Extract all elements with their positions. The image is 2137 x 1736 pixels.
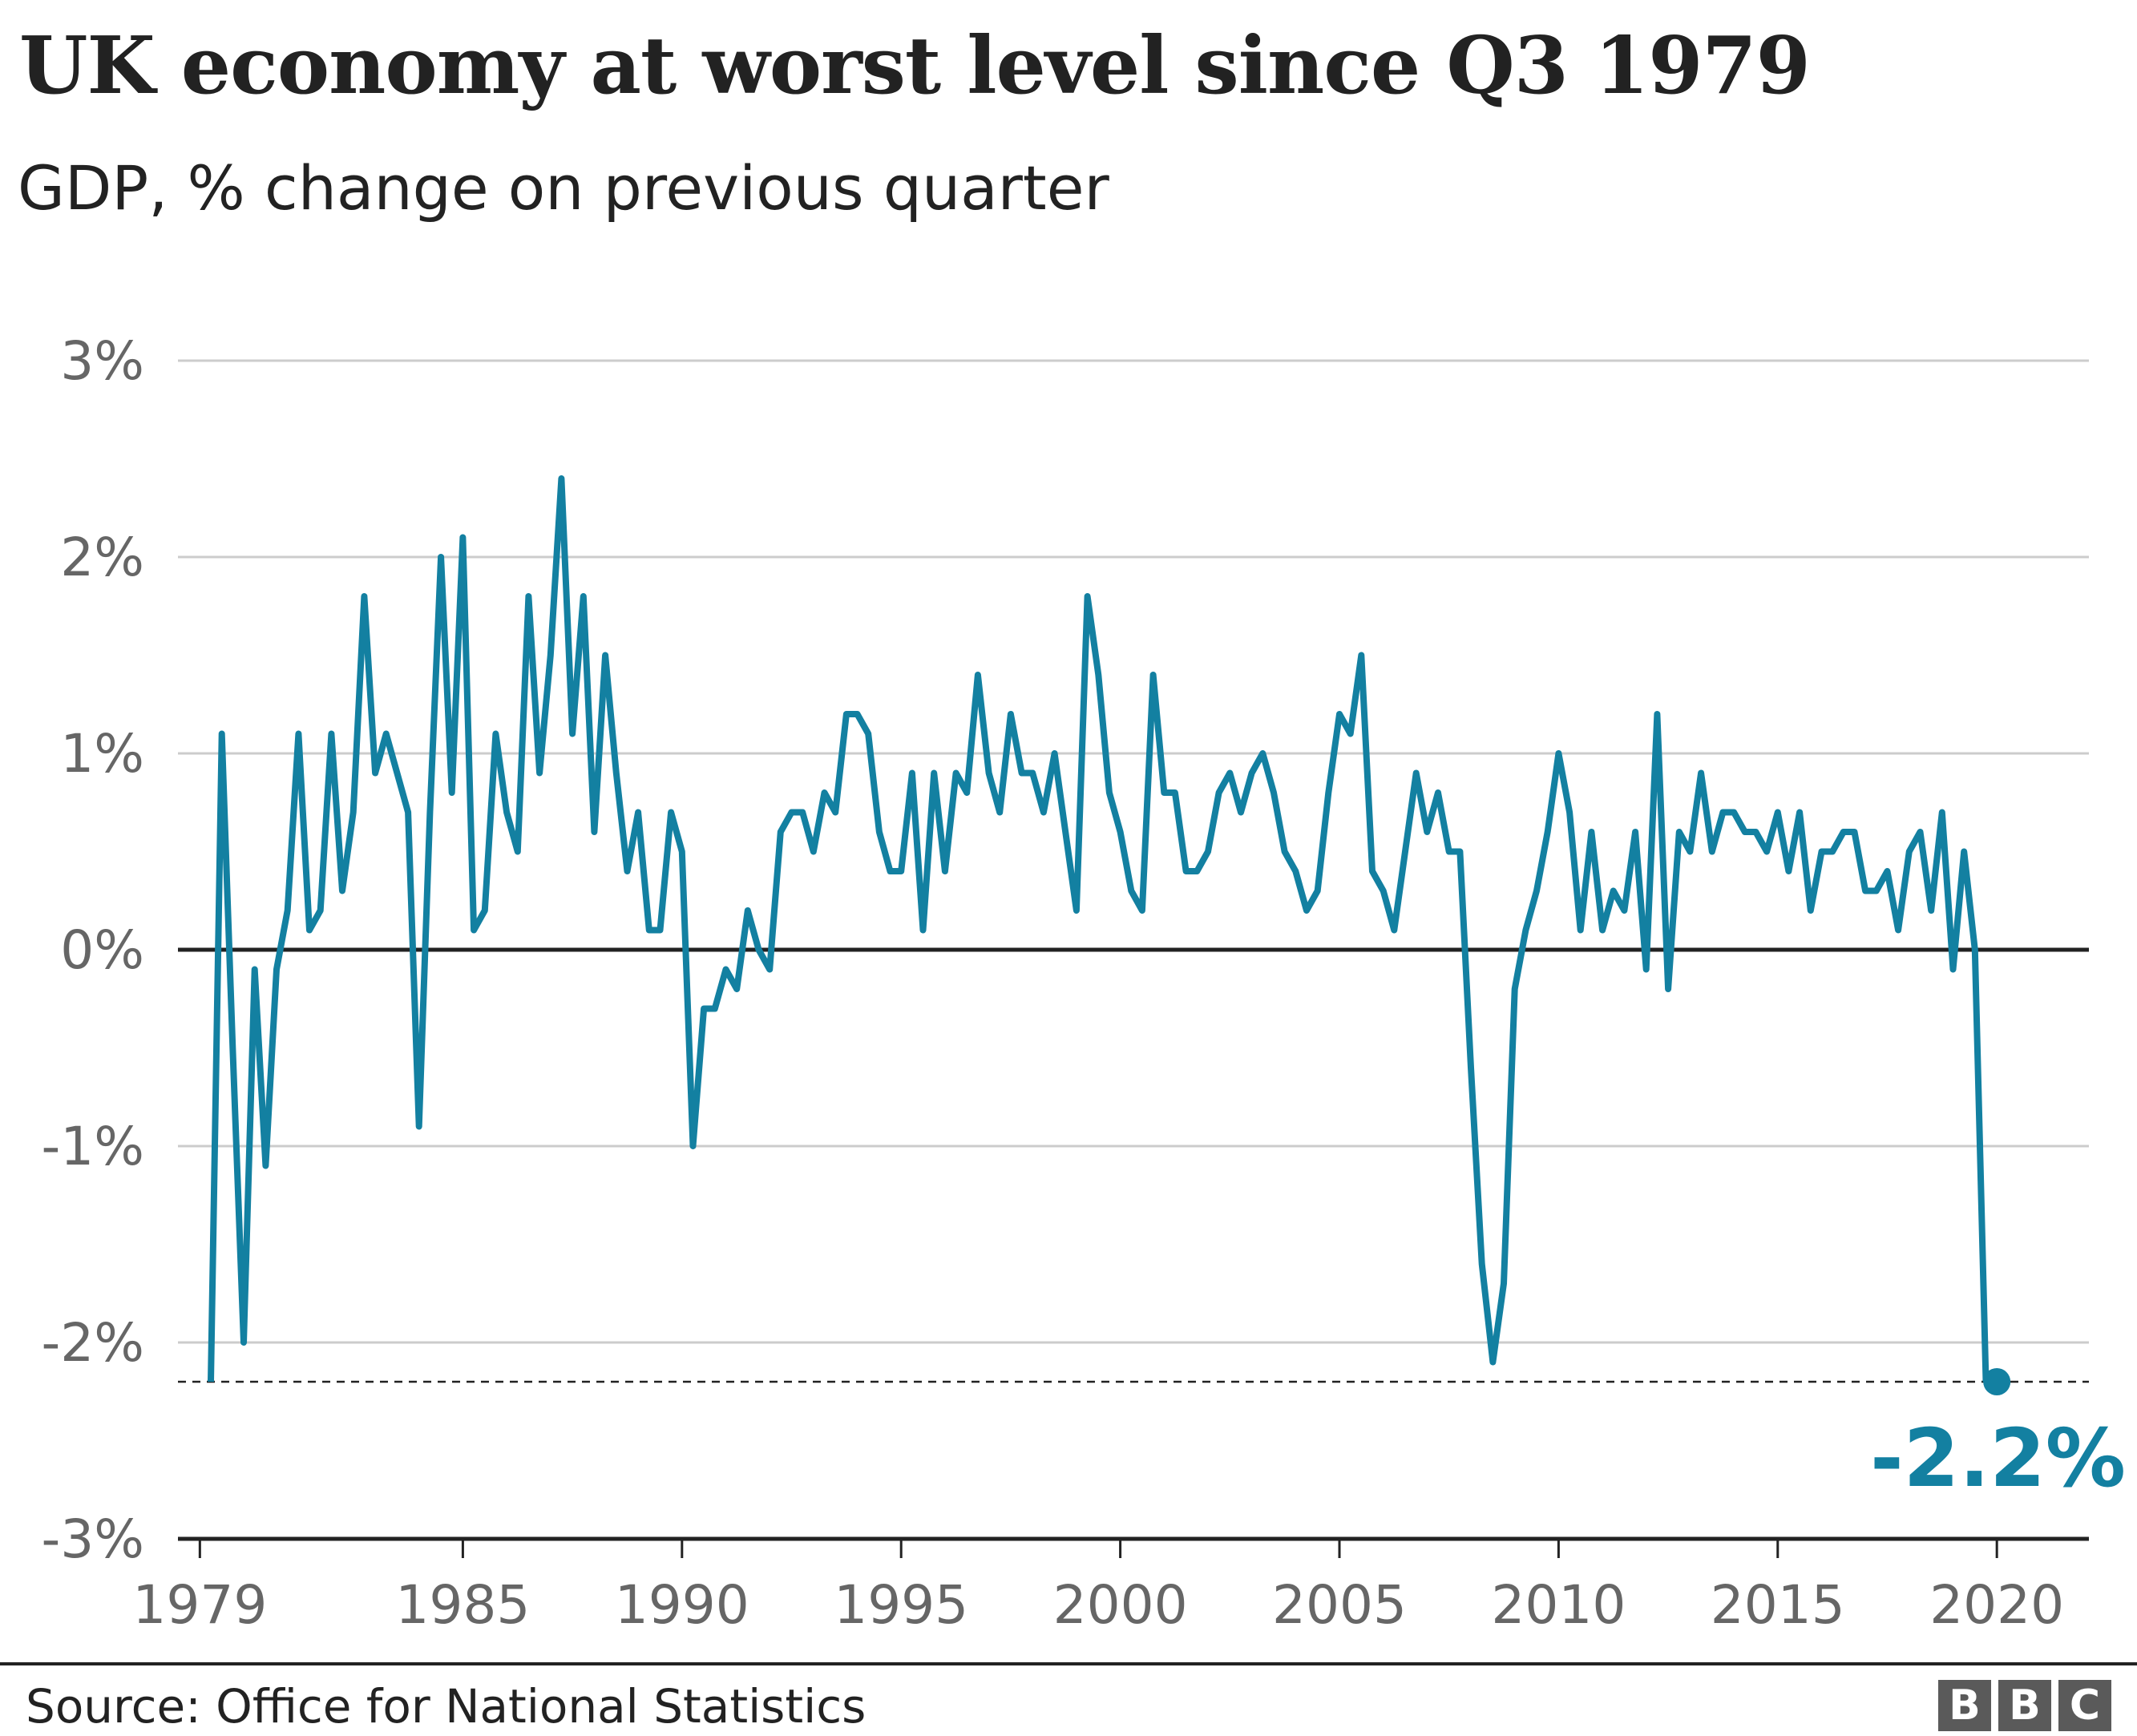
source-note: Source: Office for National Statistics bbox=[26, 1679, 867, 1734]
y-tick-label: -2% bbox=[41, 1312, 144, 1374]
line-chart: 3% 2% 1% 0% -1% -2% -3% 1979 1985 1990 1995 2000 20… bbox=[41, 330, 2126, 1636]
y-tick-label: 2% bbox=[60, 527, 144, 588]
endpoint-marker bbox=[1983, 1368, 2011, 1395]
chart-title: UK economy at worst level since Q3 1979 bbox=[19, 20, 1811, 112]
footer-divider bbox=[0, 1662, 2137, 1665]
logo-letter-b2: B bbox=[1998, 1680, 2051, 1731]
x-tick-label: 1995 bbox=[834, 1574, 968, 1636]
x-tick-label: 2010 bbox=[1491, 1574, 1626, 1636]
x-tick-label: 2005 bbox=[1272, 1574, 1407, 1636]
y-tick-label: 3% bbox=[60, 330, 144, 392]
gridlines bbox=[178, 359, 2089, 1541]
series bbox=[208, 475, 1990, 1383]
y-tick-label: -3% bbox=[41, 1508, 144, 1570]
bbc-logo: B B C bbox=[1938, 1680, 2111, 1731]
x-tick-label: 2015 bbox=[1711, 1574, 1845, 1636]
x-tick-label: 2020 bbox=[1929, 1574, 2064, 1636]
y-tick-label: -1% bbox=[41, 1116, 144, 1177]
y-tick-label: 1% bbox=[60, 723, 144, 785]
endpoint-value-label: -2.2% bbox=[1870, 1411, 2126, 1505]
x-tick-label: 2000 bbox=[1053, 1574, 1188, 1636]
x-tick-label: 1990 bbox=[615, 1574, 749, 1636]
y-tick-label: 0% bbox=[60, 919, 144, 981]
logo-letter-c: C bbox=[2058, 1680, 2111, 1731]
x-axis: 1979 1985 1990 1995 2000 2005 2010 2015 2020 bbox=[132, 1539, 2064, 1636]
logo-letter-b1: B bbox=[1938, 1680, 1991, 1731]
y-axis: 3% 2% 1% 0% -1% -2% -3% bbox=[41, 330, 144, 1570]
chart-subtitle: GDP, % change on previous quarter bbox=[18, 152, 1109, 224]
x-tick-label: 1985 bbox=[395, 1574, 530, 1636]
gdp-series-line bbox=[208, 475, 1990, 1383]
annotations: -2.2% bbox=[1870, 1368, 2126, 1505]
x-tick-label: 1979 bbox=[132, 1574, 267, 1636]
